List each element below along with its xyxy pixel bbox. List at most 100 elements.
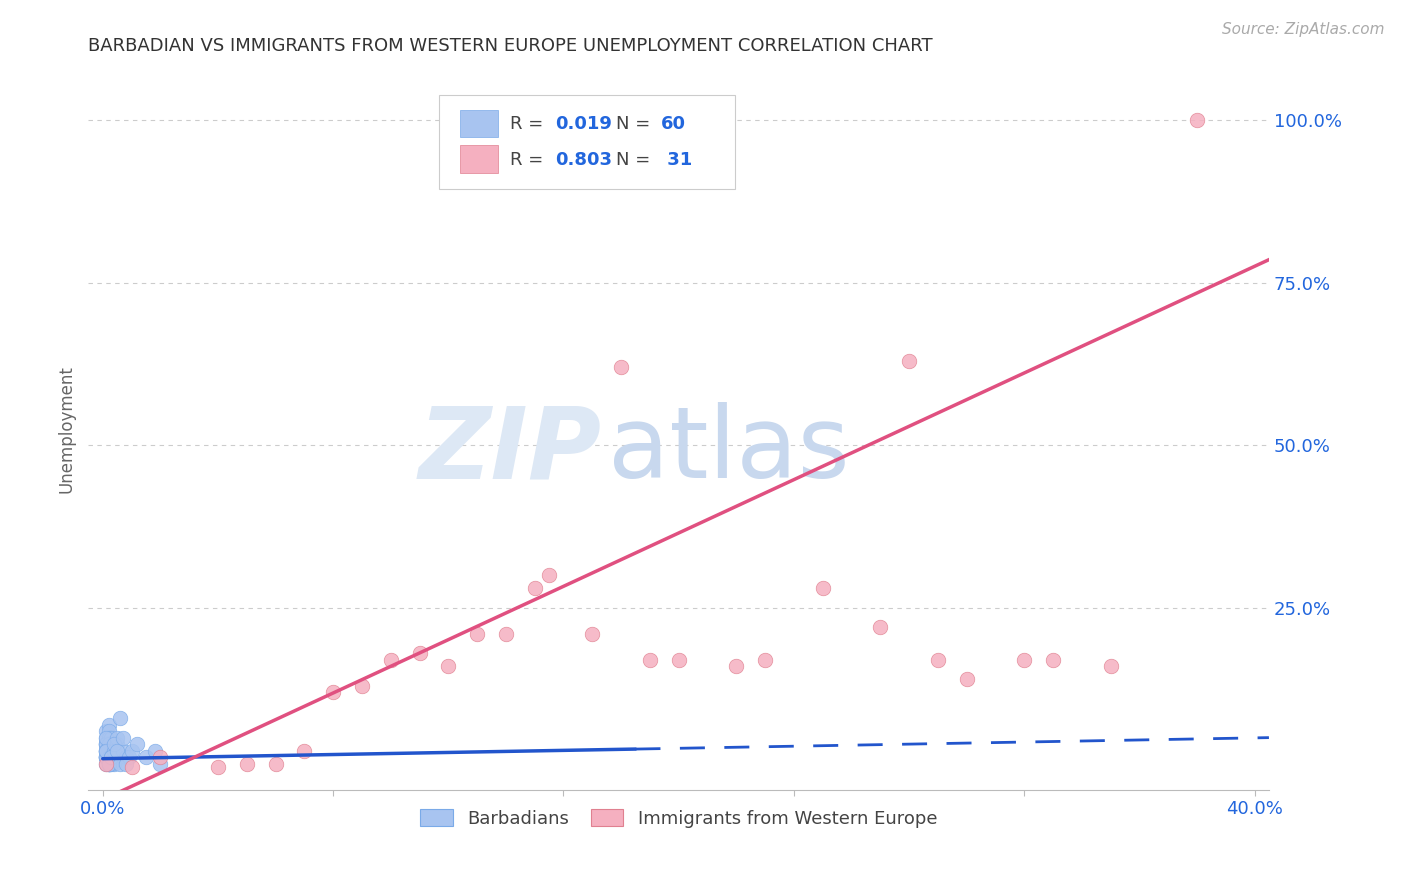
- Point: [1042, 653, 1064, 667]
- Point: [149, 750, 172, 764]
- Point: [94, 724, 117, 739]
- Text: Source: ZipAtlas.com: Source: ZipAtlas.com: [1222, 22, 1385, 37]
- Point: [523, 582, 546, 596]
- Point: [495, 627, 517, 641]
- Point: [97, 731, 120, 745]
- FancyBboxPatch shape: [439, 95, 735, 189]
- Point: [97, 718, 120, 732]
- Point: [97, 738, 120, 752]
- Point: [94, 744, 117, 758]
- Point: [94, 750, 117, 764]
- Point: [100, 756, 122, 771]
- Point: [94, 750, 117, 764]
- Text: ZIP: ZIP: [419, 402, 602, 500]
- Point: [111, 731, 134, 745]
- FancyBboxPatch shape: [460, 110, 498, 137]
- Point: [103, 756, 125, 771]
- Point: [811, 582, 834, 596]
- Point: [927, 653, 949, 667]
- Point: [97, 724, 120, 739]
- Point: [114, 756, 136, 771]
- Point: [581, 627, 603, 641]
- Point: [1099, 659, 1122, 673]
- Point: [1012, 653, 1035, 667]
- Point: [111, 744, 134, 758]
- Point: [235, 756, 257, 771]
- Point: [380, 653, 402, 667]
- Point: [108, 711, 131, 725]
- Point: [610, 360, 633, 375]
- Point: [105, 744, 128, 758]
- Point: [350, 679, 373, 693]
- Point: [97, 744, 120, 758]
- Point: [103, 738, 125, 752]
- Point: [105, 738, 128, 752]
- Text: R =: R =: [510, 115, 548, 133]
- Point: [94, 738, 117, 752]
- Point: [725, 659, 748, 673]
- Text: 0.803: 0.803: [555, 151, 612, 169]
- Point: [114, 750, 136, 764]
- Text: 31: 31: [661, 151, 692, 169]
- Point: [103, 744, 125, 758]
- Point: [94, 731, 117, 745]
- Point: [97, 756, 120, 771]
- Point: [149, 756, 172, 771]
- Point: [100, 750, 122, 764]
- Text: atlas: atlas: [607, 402, 849, 500]
- Point: [108, 756, 131, 771]
- Point: [94, 738, 117, 752]
- Point: [465, 627, 488, 641]
- Point: [97, 756, 120, 771]
- Point: [97, 756, 120, 771]
- Point: [869, 620, 891, 634]
- Point: [97, 744, 120, 758]
- Text: R =: R =: [510, 151, 548, 169]
- Point: [97, 750, 120, 764]
- Point: [94, 738, 117, 752]
- Point: [94, 744, 117, 758]
- Point: [100, 744, 122, 758]
- Point: [94, 750, 117, 764]
- Point: [292, 744, 315, 758]
- Point: [105, 731, 128, 745]
- Point: [264, 756, 287, 771]
- Point: [754, 653, 776, 667]
- Point: [668, 653, 690, 667]
- Point: [94, 750, 117, 764]
- Point: [538, 568, 561, 582]
- Point: [121, 760, 143, 774]
- Point: [97, 744, 120, 758]
- Point: [100, 731, 122, 745]
- Point: [94, 744, 117, 758]
- Point: [408, 646, 430, 660]
- Point: [94, 750, 117, 764]
- Point: [143, 744, 166, 758]
- Point: [94, 744, 117, 758]
- Point: [118, 750, 141, 764]
- Point: [638, 653, 661, 667]
- Legend: Barbadians, Immigrants from Western Europe: Barbadians, Immigrants from Western Euro…: [413, 802, 945, 835]
- Point: [94, 731, 117, 745]
- Y-axis label: Unemployment: Unemployment: [58, 365, 75, 493]
- Point: [100, 731, 122, 745]
- Point: [121, 744, 143, 758]
- Point: [94, 756, 117, 771]
- Point: [97, 750, 120, 764]
- FancyBboxPatch shape: [460, 145, 498, 173]
- Point: [322, 685, 344, 699]
- Point: [100, 750, 122, 764]
- Point: [94, 756, 117, 771]
- Text: 0.019: 0.019: [555, 115, 612, 133]
- Point: [437, 659, 460, 673]
- Text: N =: N =: [616, 151, 657, 169]
- Point: [97, 756, 120, 771]
- Point: [94, 750, 117, 764]
- Text: BARBADIAN VS IMMIGRANTS FROM WESTERN EUROPE UNEMPLOYMENT CORRELATION CHART: BARBADIAN VS IMMIGRANTS FROM WESTERN EUR…: [89, 37, 934, 55]
- Text: 60: 60: [661, 115, 686, 133]
- Point: [955, 673, 977, 687]
- Point: [94, 738, 117, 752]
- Text: N =: N =: [616, 115, 657, 133]
- Point: [94, 744, 117, 758]
- Point: [127, 738, 149, 752]
